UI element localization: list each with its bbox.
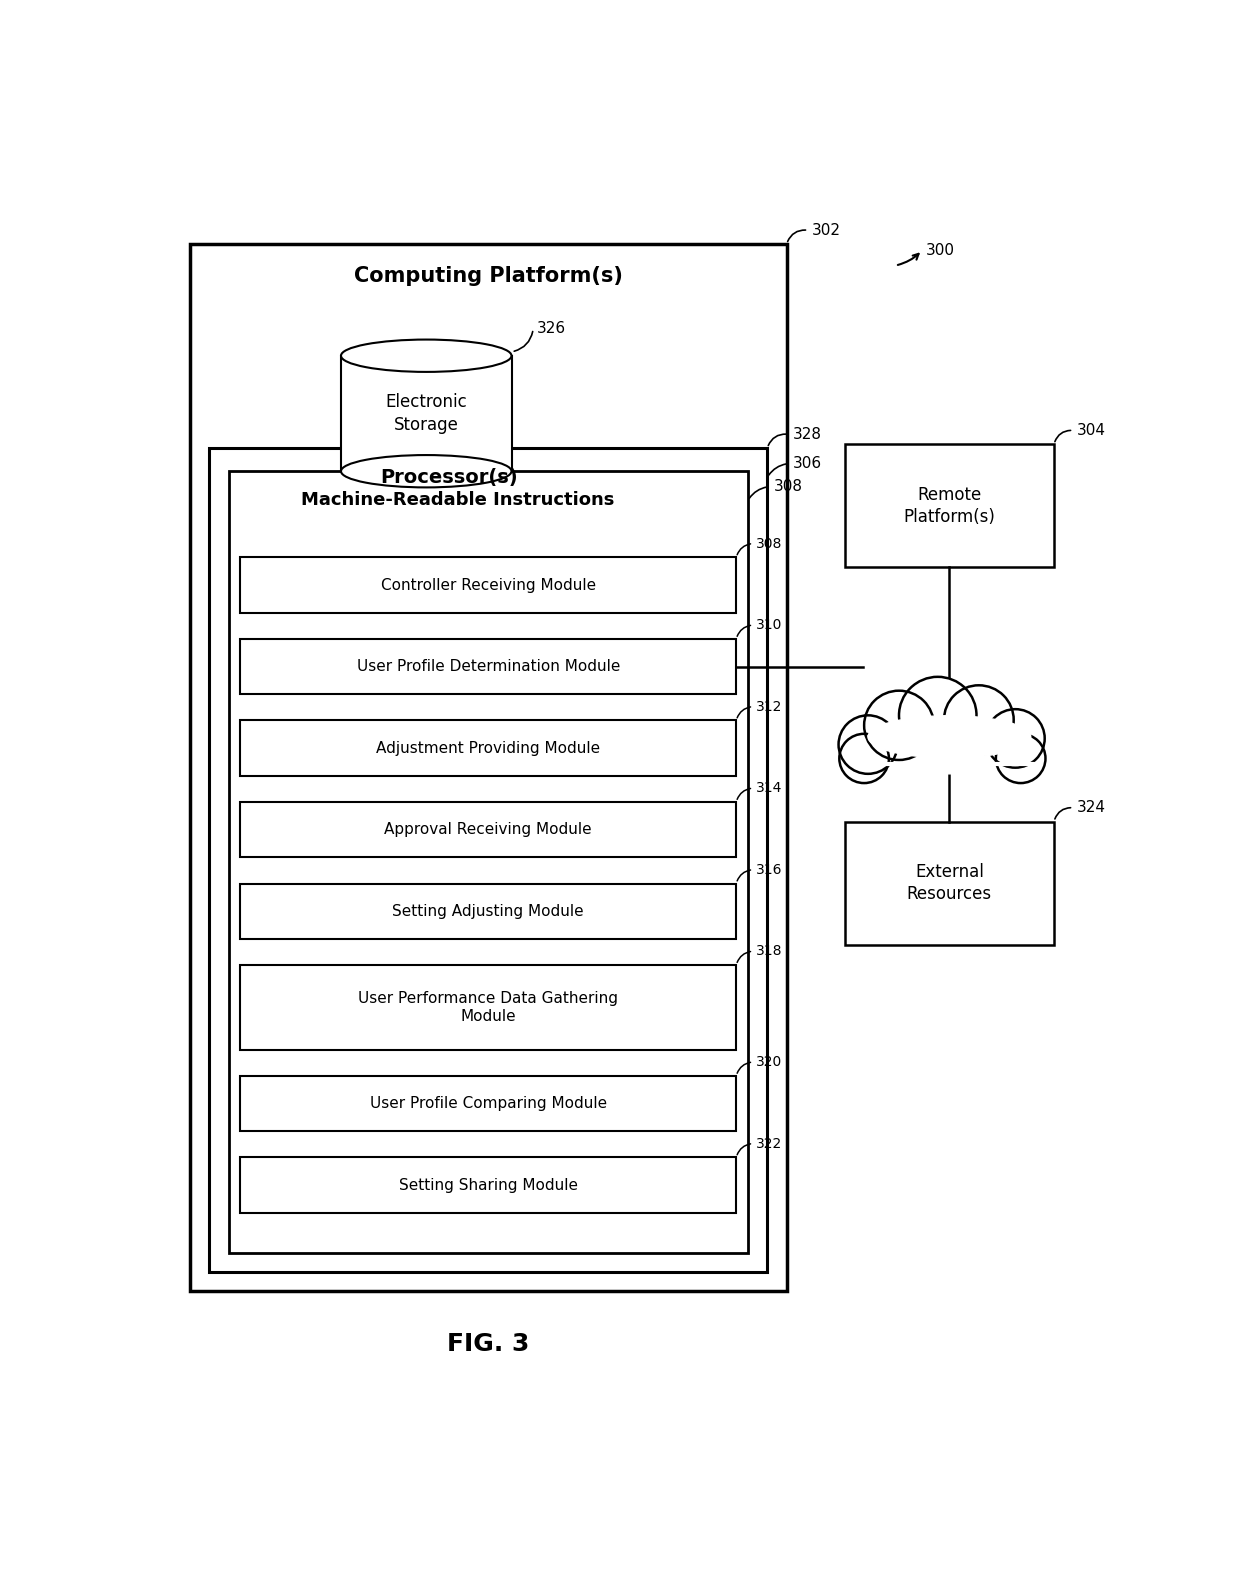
Text: 306: 306 [792,456,822,472]
Circle shape [944,685,1014,755]
Bar [241,638,737,695]
Text: 310: 310 [755,618,782,632]
Text: 300: 300 [926,242,955,258]
Text: 322: 322 [755,1137,782,1151]
Text: FIG. 3: FIG. 3 [448,1331,529,1355]
Text: 318: 318 [755,945,782,959]
Text: User Performance Data Gathering
Module: User Performance Data Gathering Module [358,990,619,1025]
Text: Electronic
Storage: Electronic Storage [386,393,467,434]
Circle shape [996,734,1045,783]
Bar [190,244,786,1291]
Text: 308: 308 [774,479,802,494]
Bar [241,1157,737,1214]
Bar [241,1075,737,1132]
Bar [844,822,1054,945]
Text: 324: 324 [1078,800,1106,816]
Bar [341,355,511,472]
Bar [210,448,768,1272]
Bar [241,802,737,857]
Text: Computing Platform(s): Computing Platform(s) [353,266,622,286]
Bar [228,472,748,1253]
Text: Machine-Readable Instructions: Machine-Readable Instructions [300,492,614,509]
Ellipse shape [868,715,1030,758]
Circle shape [899,678,977,755]
Text: Setting Adjusting Module: Setting Adjusting Module [392,904,584,918]
Ellipse shape [341,340,511,373]
Text: 302: 302 [812,223,841,237]
Bar [241,558,737,613]
Text: Processor(s): Processor(s) [381,468,518,487]
Text: 328: 328 [792,426,822,442]
Circle shape [838,715,898,773]
Text: Approval Receiving Module: Approval Receiving Module [384,822,591,838]
Text: Controller Receiving Module: Controller Receiving Module [381,577,595,593]
Bar [241,720,737,777]
Bar [844,445,1054,567]
Text: 314: 314 [755,781,782,795]
Text: 316: 316 [755,863,782,877]
Circle shape [839,734,889,783]
Circle shape [864,690,934,759]
Text: 320: 320 [755,1055,782,1069]
Text: User Profile Comparing Module: User Profile Comparing Module [370,1096,606,1111]
Ellipse shape [341,454,511,487]
Text: 308: 308 [755,536,782,550]
Text: External
Resources: External Resources [906,863,992,904]
Text: Adjustment Providing Module: Adjustment Providing Module [376,740,600,756]
Bar [241,883,737,938]
Bar [241,965,737,1050]
Text: 312: 312 [755,700,782,714]
Text: 304: 304 [1078,423,1106,439]
Text: 326: 326 [537,321,567,336]
Text: Remote
Platform(s): Remote Platform(s) [904,486,996,527]
Ellipse shape [861,734,1039,773]
Text: User Profile Determination Module: User Profile Determination Module [357,659,620,674]
Text: Setting Sharing Module: Setting Sharing Module [399,1177,578,1193]
Circle shape [986,709,1044,767]
